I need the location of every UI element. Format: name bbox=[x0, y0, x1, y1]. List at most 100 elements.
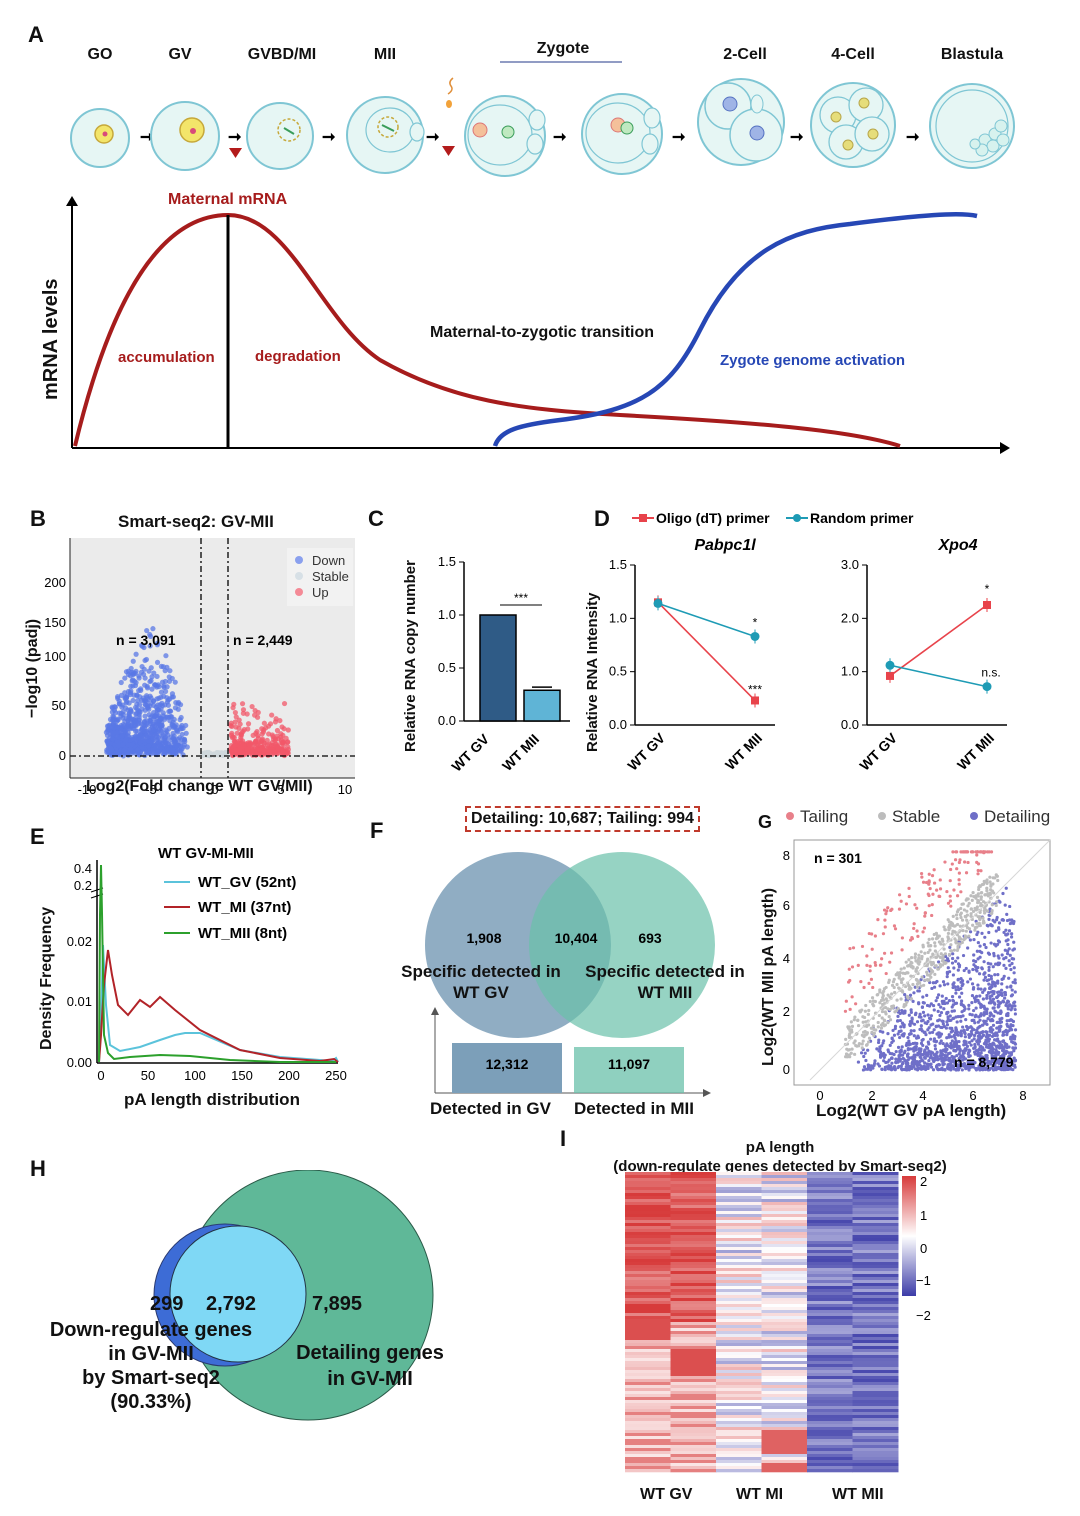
i-heat-cell bbox=[625, 1328, 671, 1332]
g-point-detailing bbox=[943, 1053, 947, 1058]
i-heat-cell bbox=[807, 1226, 853, 1230]
g-point-detailing bbox=[963, 1047, 967, 1051]
i-heat-cell bbox=[670, 1280, 717, 1284]
i-heat-cell bbox=[625, 1406, 671, 1410]
i-heat-cell bbox=[716, 1319, 762, 1323]
g-point-detailing bbox=[964, 1018, 968, 1022]
i-heat-cell bbox=[670, 1217, 717, 1221]
g-point-stable bbox=[981, 916, 985, 920]
g-point-detailing bbox=[927, 1050, 931, 1055]
i-heat-cell bbox=[716, 1436, 762, 1440]
i-heat-cell bbox=[716, 1313, 762, 1317]
b-point-down bbox=[135, 697, 141, 704]
i-heat-cell bbox=[670, 1256, 717, 1260]
i-heat-cell bbox=[852, 1175, 899, 1179]
g-point-detailing bbox=[935, 979, 939, 984]
g-point-detailing bbox=[1010, 932, 1014, 936]
g-point-stable bbox=[879, 1026, 884, 1030]
g-point-stable bbox=[884, 1005, 888, 1010]
g-point-detailing bbox=[947, 1033, 951, 1037]
i-heat-cell bbox=[625, 1325, 671, 1329]
sperm-head-icon bbox=[446, 100, 452, 108]
g-legend-tailing-dot bbox=[786, 812, 794, 820]
triangle-marker-1 bbox=[229, 148, 242, 158]
g-point-detailing bbox=[954, 1039, 958, 1043]
i-heat-cell bbox=[807, 1229, 853, 1233]
g-point-stable bbox=[931, 961, 935, 966]
b-point-up bbox=[240, 707, 247, 713]
g-point-detailing bbox=[875, 1047, 879, 1051]
d-ylabel: Relative RNA Intensity bbox=[584, 592, 601, 753]
i-heat-cell bbox=[761, 1379, 808, 1383]
i-heat-cell bbox=[852, 1385, 899, 1389]
i-heat-cell bbox=[852, 1355, 899, 1359]
g-point-detailing bbox=[1012, 947, 1016, 951]
i-heat-cell bbox=[852, 1409, 899, 1413]
i-heat-cell bbox=[807, 1181, 853, 1185]
g-point-tailing bbox=[976, 868, 980, 873]
e-series-mi bbox=[98, 949, 339, 1063]
g-point-detailing bbox=[893, 1026, 897, 1031]
g-point-stable bbox=[975, 921, 979, 926]
g-point-detailing bbox=[899, 1025, 903, 1029]
b-point-down bbox=[130, 736, 136, 742]
g-point-stable bbox=[860, 1042, 864, 1046]
i-heat-cell bbox=[807, 1202, 853, 1206]
g-point-stable bbox=[893, 1010, 897, 1014]
g-point-detailing bbox=[923, 1061, 927, 1065]
g-point-stable bbox=[955, 948, 960, 953]
g-point-detailing bbox=[966, 980, 970, 984]
b-point-down bbox=[122, 728, 128, 734]
i-heat-cell bbox=[670, 1337, 717, 1341]
g-point-detailing bbox=[990, 994, 994, 998]
i-heat-cell bbox=[852, 1451, 899, 1455]
d-oligo-point bbox=[751, 696, 759, 705]
g-point-detailing bbox=[1009, 994, 1014, 998]
b-point-down bbox=[120, 715, 126, 721]
i-heat-cell bbox=[761, 1340, 808, 1344]
g-point-tailing bbox=[957, 878, 961, 882]
e-ytick: 0.4 bbox=[74, 861, 92, 876]
g-point-stable bbox=[907, 958, 911, 962]
i-heat-cell bbox=[670, 1373, 717, 1377]
i-heat-cell bbox=[807, 1223, 853, 1227]
g-point-stable bbox=[985, 889, 989, 893]
g-point-stable bbox=[863, 1009, 867, 1013]
g-point-stable bbox=[969, 894, 973, 898]
i-heat-cell bbox=[852, 1238, 899, 1242]
g-point-stable bbox=[923, 978, 927, 982]
i-heat-cell bbox=[761, 1313, 808, 1317]
g-point-detailing bbox=[877, 1064, 882, 1068]
g-point-detailing bbox=[899, 1067, 904, 1071]
g-point-detailing bbox=[982, 960, 986, 964]
g-point-tailing bbox=[938, 878, 942, 882]
i-heat-cell bbox=[670, 1235, 717, 1239]
g-point-tailing bbox=[935, 888, 939, 892]
g-point-stable bbox=[950, 932, 954, 936]
i-heat-cell bbox=[807, 1319, 853, 1323]
g-point-stable bbox=[869, 1026, 873, 1030]
g-point-detailing bbox=[1011, 957, 1016, 961]
cell-go bbox=[70, 108, 130, 168]
i-heat-cell bbox=[761, 1238, 808, 1242]
i-heat-cell bbox=[716, 1307, 762, 1311]
g-point-detailing bbox=[1005, 918, 1010, 923]
i-heat-cell bbox=[852, 1352, 899, 1356]
g-point-detailing bbox=[985, 1011, 989, 1016]
g-point-stable bbox=[961, 924, 965, 928]
g-point-detailing bbox=[864, 1058, 868, 1063]
g-point-stable bbox=[861, 1039, 865, 1043]
c-sig: *** bbox=[514, 591, 528, 605]
i-heat-cell bbox=[625, 1370, 671, 1374]
b-point-down bbox=[115, 717, 121, 723]
b-point-up bbox=[245, 726, 251, 732]
g-point-detailing bbox=[999, 1024, 1003, 1028]
i-heat-cell bbox=[670, 1325, 717, 1329]
i-heat-cell bbox=[716, 1385, 762, 1389]
g-point-tailing bbox=[949, 904, 953, 908]
g-point-stable bbox=[941, 953, 945, 958]
i-heat-cell bbox=[670, 1187, 717, 1191]
g-point-detailing bbox=[976, 966, 980, 970]
g-point-detailing bbox=[905, 1062, 909, 1066]
d-sig-random: n.s. bbox=[981, 666, 1000, 680]
